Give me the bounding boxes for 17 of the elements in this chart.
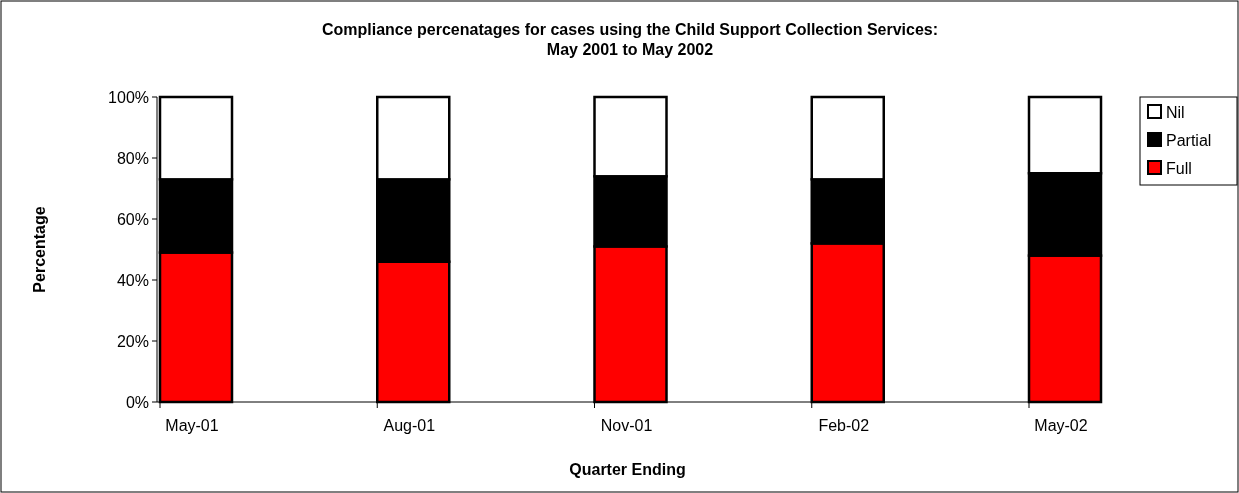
- legend-label: Nil: [1166, 103, 1185, 121]
- legend-label: Full: [1166, 159, 1192, 177]
- y-tick-label: 0%: [125, 393, 149, 411]
- y-tick-label: 20%: [116, 332, 149, 350]
- y-tick-label: 80%: [116, 149, 149, 167]
- x-tick-label: Feb-02: [818, 417, 870, 434]
- y-tick-label: 40%: [116, 271, 149, 289]
- y-axis-title: Percentage: [31, 206, 48, 293]
- y-tick-label: 100%: [108, 88, 149, 106]
- x-tick-label: May-02: [1034, 417, 1088, 434]
- x-tick-label: Nov-01: [600, 417, 653, 434]
- x-tick-label: Aug-01: [383, 417, 436, 434]
- x-axis-title: Quarter Ending: [569, 461, 686, 478]
- chart-title: Compliance percenatages for cases using the Child Support Collection Services: May 2001 to May 2002: [321, 21, 939, 58]
- legend-label: Partial: [1166, 131, 1212, 149]
- x-tick-label: May-01: [165, 417, 219, 434]
- y-tick-label: 60%: [116, 210, 149, 228]
